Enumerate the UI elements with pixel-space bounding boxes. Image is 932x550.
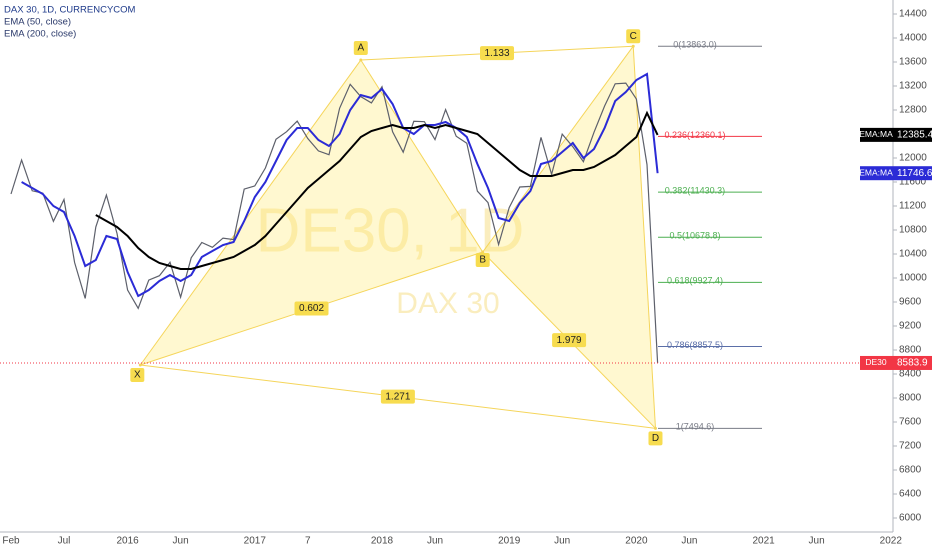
y-tick-label: 8800 bbox=[899, 345, 922, 356]
pattern-label: 1.271 bbox=[385, 391, 410, 402]
price-tag-value: 8583.9 bbox=[897, 358, 928, 369]
y-tick-label: 6800 bbox=[899, 465, 922, 476]
pattern-label-box bbox=[552, 333, 587, 348]
pattern-point bbox=[653, 426, 657, 430]
x-tick-label: 2021 bbox=[752, 536, 775, 547]
fib-label: 0.618(9927.4) bbox=[667, 276, 723, 286]
price-tag-name: EMA:MA bbox=[859, 167, 893, 177]
pattern-label: A bbox=[357, 43, 364, 54]
pattern-fill bbox=[482, 46, 656, 429]
x-tick-label: 2022 bbox=[880, 536, 903, 547]
pattern-fill bbox=[140, 60, 483, 366]
price-tag-value: 12385.4 bbox=[897, 130, 932, 141]
pattern-label: B bbox=[479, 255, 486, 266]
x-tick-label: Jul bbox=[58, 536, 71, 547]
price-tag-value: 11746.6 bbox=[897, 168, 932, 179]
x-tick-label: 2019 bbox=[498, 536, 521, 547]
price-tag-name: EMA:MA bbox=[859, 129, 893, 139]
price-tag bbox=[860, 127, 893, 142]
y-tick-label: 13200 bbox=[899, 81, 927, 92]
pattern-label-box bbox=[626, 29, 641, 44]
pattern-label-box bbox=[130, 368, 145, 382]
x-tick-label: 2020 bbox=[625, 536, 648, 547]
y-tick-label: 11200 bbox=[899, 201, 927, 212]
pattern-line bbox=[632, 46, 656, 429]
y-tick-label: 10000 bbox=[899, 273, 927, 284]
series-line bbox=[95, 110, 659, 270]
pattern-label-box bbox=[380, 389, 415, 404]
y-tick-label: 7200 bbox=[899, 441, 922, 452]
y-tick-label: 8000 bbox=[899, 393, 922, 404]
price-tag bbox=[893, 127, 932, 142]
y-tick-label: 10800 bbox=[899, 225, 927, 236]
pattern-point bbox=[481, 250, 485, 254]
pattern-label-box bbox=[353, 41, 368, 56]
pattern-label: 0.602 bbox=[299, 303, 324, 314]
fib-label: 1(7494.6) bbox=[676, 422, 715, 432]
price-tag-name: DE30 bbox=[865, 357, 887, 367]
pattern-point bbox=[359, 58, 363, 62]
pattern-point bbox=[138, 363, 142, 367]
x-tick-label: Feb bbox=[2, 536, 20, 547]
fib-label: 0.786(8857.5) bbox=[667, 340, 723, 350]
x-tick-label: Jun bbox=[554, 536, 570, 547]
pattern-line bbox=[139, 59, 362, 366]
pattern-label: 1.979 bbox=[557, 335, 582, 346]
fib-label: 0.236(12360.1) bbox=[664, 130, 725, 140]
fib-label: 0(13863.0) bbox=[673, 40, 717, 50]
pattern-label-box bbox=[294, 301, 329, 316]
y-tick-label: 12800 bbox=[899, 105, 927, 116]
legend-entry: EMA (50, close) bbox=[4, 17, 71, 28]
x-tick-label: Jun bbox=[681, 536, 697, 547]
fib-label: 0.5(10678.8) bbox=[669, 231, 720, 241]
pattern-point bbox=[631, 44, 635, 48]
y-tick-label: 6400 bbox=[899, 489, 922, 500]
price-tag bbox=[893, 355, 932, 370]
pattern-line bbox=[360, 59, 484, 253]
x-tick-label: 2018 bbox=[371, 536, 394, 547]
price-tag bbox=[893, 166, 932, 181]
y-tick-label: 8400 bbox=[899, 369, 922, 380]
watermark: DAX 30 bbox=[396, 287, 499, 320]
y-tick-label: 11600 bbox=[899, 177, 927, 188]
pattern-label: C bbox=[630, 31, 637, 42]
y-tick-label: 14000 bbox=[899, 33, 927, 44]
x-tick-label: 2017 bbox=[244, 536, 267, 547]
pattern-label-box bbox=[648, 431, 663, 446]
series-line bbox=[21, 72, 659, 298]
y-tick-label: 9200 bbox=[899, 321, 922, 332]
x-tick-label: 2016 bbox=[116, 536, 139, 547]
legend-entry: EMA (200, close) bbox=[4, 29, 76, 40]
price-tag bbox=[860, 355, 893, 370]
y-tick-label: 7600 bbox=[899, 417, 922, 428]
x-tick-label: Jun bbox=[427, 536, 443, 547]
pattern-label: 1.133 bbox=[484, 48, 509, 59]
legend-entry: DAX 30, 1D, CURRENCYCOM bbox=[4, 5, 136, 16]
x-tick-label: Jun bbox=[809, 536, 825, 547]
pattern-label: D bbox=[652, 433, 659, 444]
pattern-label-box bbox=[475, 253, 490, 268]
price-tag bbox=[860, 166, 893, 181]
y-tick-label: 13600 bbox=[899, 57, 927, 68]
y-tick-label: 9600 bbox=[899, 297, 922, 308]
x-tick-label: Jun bbox=[173, 536, 189, 547]
y-tick-label: 6000 bbox=[899, 513, 922, 524]
pattern-label-box bbox=[480, 46, 515, 61]
fib-label: 0.382(11430.3) bbox=[665, 186, 725, 196]
y-tick-label: 12000 bbox=[899, 153, 927, 164]
y-tick-label: 10400 bbox=[899, 249, 927, 260]
pattern-label: X bbox=[134, 370, 141, 381]
y-tick-label: 14400 bbox=[899, 9, 927, 20]
x-tick-label: 7 bbox=[305, 536, 311, 547]
